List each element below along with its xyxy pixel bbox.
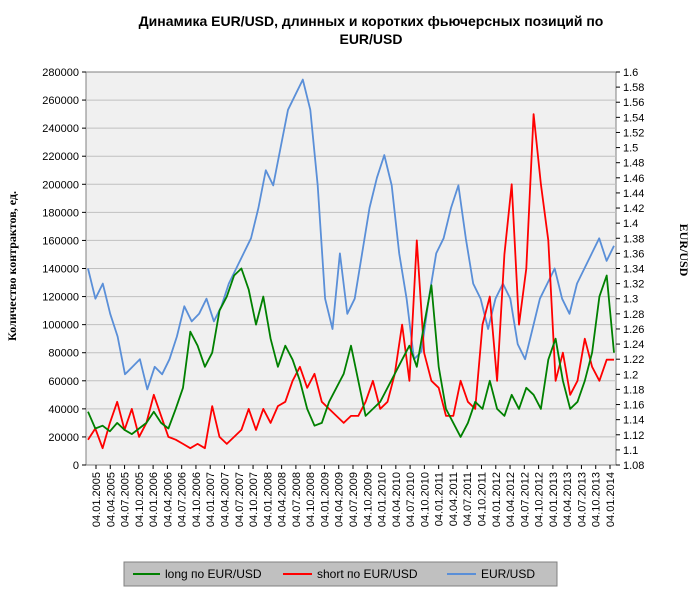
x-tick-label: 04.07.2008 [291, 472, 303, 527]
x-tick-label: 04.04.2007 [220, 472, 232, 527]
x-tick-label: 04.04.2012 [505, 472, 517, 527]
x-tick-label: 04.10.2009 [362, 472, 374, 527]
x-tick-label: 04.01.2009 [319, 472, 331, 527]
left-tick-label: 140000 [42, 264, 79, 276]
legend: long по EUR/USD short по EUR/USD EUR/USD [123, 561, 558, 587]
right-tick-label: 1.52 [623, 127, 644, 139]
right-tick-label: 1.54 [623, 112, 644, 124]
x-tick-label: 04.10.2006 [191, 472, 203, 527]
chart-title-line2: EUR/USD [339, 31, 402, 47]
right-tick-label: 1.44 [623, 188, 644, 200]
x-axis-ticks: 04.01.2005 04.04.2005 04.07.2005 04.10.2005… [91, 465, 617, 527]
x-tick-label: 04.01.2012 [491, 472, 503, 527]
right-tick-label: 1.28 [623, 309, 644, 321]
x-tick-label: 04.10.2011 [477, 472, 489, 526]
x-tick-label: 04.01.2006 [148, 472, 160, 527]
right-tick-label: 1.32 [623, 279, 644, 291]
series-short-line [87, 113, 614, 450]
left-tick-label: 280000 [42, 67, 79, 79]
right-tick-label: 1.24 [623, 339, 644, 351]
x-tick-label: 04.07.2012 [519, 472, 531, 527]
right-tick-label: 1.3 [623, 294, 638, 306]
right-tick-label: 1.16 [623, 400, 644, 412]
x-tick-label: 04.01.2007 [205, 472, 217, 527]
left-tick-label: 160000 [42, 235, 79, 247]
right-tick-label: 1.5 [623, 143, 638, 155]
right-tick-label: 1.6 [623, 67, 638, 79]
x-tick-label: 04.01.2013 [548, 472, 560, 527]
x-tick-label: 04.04.2009 [334, 472, 346, 527]
left-tick-label: 220000 [42, 151, 79, 163]
right-tick-label: 1.46 [623, 173, 644, 185]
x-tick-label: 04.01.2014 [605, 472, 617, 527]
x-tick-label: 04.10.2007 [248, 472, 260, 527]
left-tick-label: 60000 [48, 376, 79, 388]
x-tick-label: 04.07.2006 [177, 472, 189, 527]
x-tick-label: 04.10.2008 [305, 472, 317, 527]
left-tick-label: 120000 [42, 292, 79, 304]
series-long-line [87, 267, 615, 438]
x-tick-label: 04.10.2013 [591, 472, 603, 527]
right-tick-label: 1.18 [623, 384, 644, 396]
x-tick-label: 04.07.2013 [576, 472, 588, 527]
x-tick-label: 04.01.2011 [434, 472, 446, 526]
x-tick-label: 04.04.2010 [391, 472, 403, 527]
right-tick-label: 1.2 [623, 369, 638, 381]
right-tick-label: 1.4 [623, 218, 638, 230]
x-tick-label: 04.10.2010 [419, 472, 431, 527]
right-axis-ticks: 1.08 1.1 1.12 1.14 1.16 1.18 1.2 1.22 1.24 1.26 1.… [616, 67, 644, 472]
right-tick-label: 1.12 [623, 430, 644, 442]
right-tick-label: 1.48 [623, 158, 644, 170]
x-tick-label: 04.10.2005 [134, 472, 146, 527]
right-tick-label: 1.22 [623, 354, 644, 366]
legend-eurusd-label: EUR/USD [481, 567, 535, 581]
x-tick-label: 04.04.2011 [448, 472, 460, 526]
left-tick-label: 240000 [42, 123, 79, 135]
left-tick-label: 20000 [48, 432, 79, 444]
right-tick-label: 1.56 [623, 97, 644, 109]
left-axis-title: Количество контрактов, ед. [5, 191, 19, 341]
x-tick-label: 04.04.2005 [105, 472, 117, 527]
left-tick-label: 260000 [42, 95, 79, 107]
x-tick-label: 04.01.2008 [262, 472, 274, 527]
grid-lines [86, 99, 616, 438]
chart-title-line1: Динамика EUR/USD, длинных и коротких фью… [139, 13, 604, 29]
right-tick-label: 1.36 [623, 248, 644, 260]
x-tick-label: 04.07.2010 [405, 472, 417, 527]
right-tick-label: 1.58 [623, 82, 644, 94]
x-tick-label: 04.10.2012 [534, 472, 546, 527]
left-tick-label: 200000 [42, 179, 79, 191]
x-tick-label: 04.07.2007 [234, 472, 246, 527]
legend-long-label: long по EUR/USD [165, 567, 262, 581]
left-tick-label: 100000 [42, 320, 79, 332]
right-tick-label: 1.42 [623, 203, 644, 215]
right-tick-label: 1.08 [623, 460, 644, 472]
right-tick-label: 1.14 [623, 415, 644, 427]
right-tick-label: 1.38 [623, 233, 644, 245]
x-tick-label: 04.07.2009 [348, 472, 360, 527]
series-eurusd-line [87, 78, 615, 391]
left-tick-label: 80000 [48, 348, 79, 360]
right-axis-title: EUR/USD [677, 224, 689, 277]
right-tick-label: 1.26 [623, 324, 644, 336]
left-tick-label: 180000 [42, 207, 79, 219]
left-axis-ticks: 0 20000 40000 60000 80000 100000 120000 140000 1… [42, 67, 86, 472]
left-tick-label: 0 [73, 460, 79, 472]
legend-short-label: short по EUR/USD [317, 567, 418, 581]
x-tick-label: 04.04.2008 [277, 472, 289, 527]
right-tick-label: 1.1 [623, 445, 638, 457]
x-tick-label: 04.07.2005 [120, 472, 132, 527]
legend-box [123, 561, 558, 587]
left-tick-label: 40000 [48, 404, 79, 416]
x-tick-label: 04.04.2006 [162, 472, 174, 527]
x-tick-label: 04.01.2005 [91, 472, 103, 527]
series-lines [87, 78, 615, 450]
x-tick-label: 04.01.2010 [377, 472, 389, 527]
right-tick-label: 1.34 [623, 264, 644, 276]
x-tick-label: 04.07.2011 [462, 472, 474, 526]
x-tick-label: 04.04.2013 [562, 472, 574, 527]
